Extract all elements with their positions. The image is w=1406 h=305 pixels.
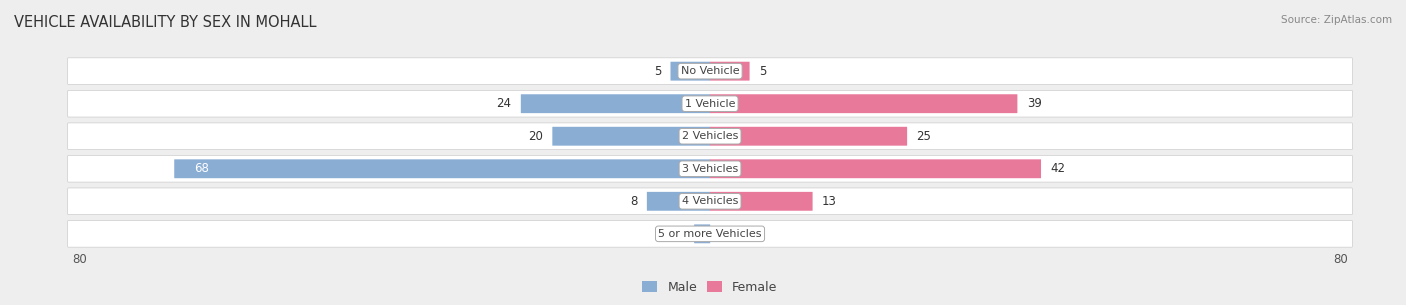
Text: 24: 24	[496, 97, 512, 110]
FancyBboxPatch shape	[710, 159, 1040, 178]
Text: 3 Vehicles: 3 Vehicles	[682, 164, 738, 174]
Text: 8: 8	[630, 195, 637, 208]
Legend: Male, Female: Male, Female	[637, 275, 783, 299]
FancyBboxPatch shape	[174, 159, 710, 178]
Text: 42: 42	[1050, 162, 1066, 175]
Text: 39: 39	[1026, 97, 1042, 110]
FancyBboxPatch shape	[553, 127, 710, 146]
Text: No Vehicle: No Vehicle	[681, 66, 740, 76]
Text: 20: 20	[529, 130, 543, 143]
FancyBboxPatch shape	[710, 127, 907, 146]
FancyBboxPatch shape	[67, 90, 1353, 117]
FancyBboxPatch shape	[67, 221, 1353, 247]
FancyBboxPatch shape	[520, 94, 710, 113]
FancyBboxPatch shape	[710, 94, 1018, 113]
Text: 1 Vehicle: 1 Vehicle	[685, 99, 735, 109]
Text: 25: 25	[917, 130, 931, 143]
Text: 2 Vehicles: 2 Vehicles	[682, 131, 738, 141]
Text: 2: 2	[678, 227, 685, 240]
Text: VEHICLE AVAILABILITY BY SEX IN MOHALL: VEHICLE AVAILABILITY BY SEX IN MOHALL	[14, 15, 316, 30]
FancyBboxPatch shape	[67, 58, 1353, 84]
Text: 5: 5	[654, 65, 661, 78]
FancyBboxPatch shape	[67, 156, 1353, 182]
FancyBboxPatch shape	[67, 123, 1353, 149]
Text: 5: 5	[759, 65, 766, 78]
FancyBboxPatch shape	[710, 192, 813, 211]
Text: Source: ZipAtlas.com: Source: ZipAtlas.com	[1281, 15, 1392, 25]
FancyBboxPatch shape	[710, 62, 749, 81]
Text: 13: 13	[823, 195, 837, 208]
FancyBboxPatch shape	[671, 62, 710, 81]
FancyBboxPatch shape	[647, 192, 710, 211]
FancyBboxPatch shape	[695, 224, 710, 243]
Text: 5 or more Vehicles: 5 or more Vehicles	[658, 229, 762, 239]
Text: 4 Vehicles: 4 Vehicles	[682, 196, 738, 206]
Text: 0: 0	[720, 227, 727, 240]
Text: 68: 68	[194, 162, 209, 175]
FancyBboxPatch shape	[67, 188, 1353, 215]
